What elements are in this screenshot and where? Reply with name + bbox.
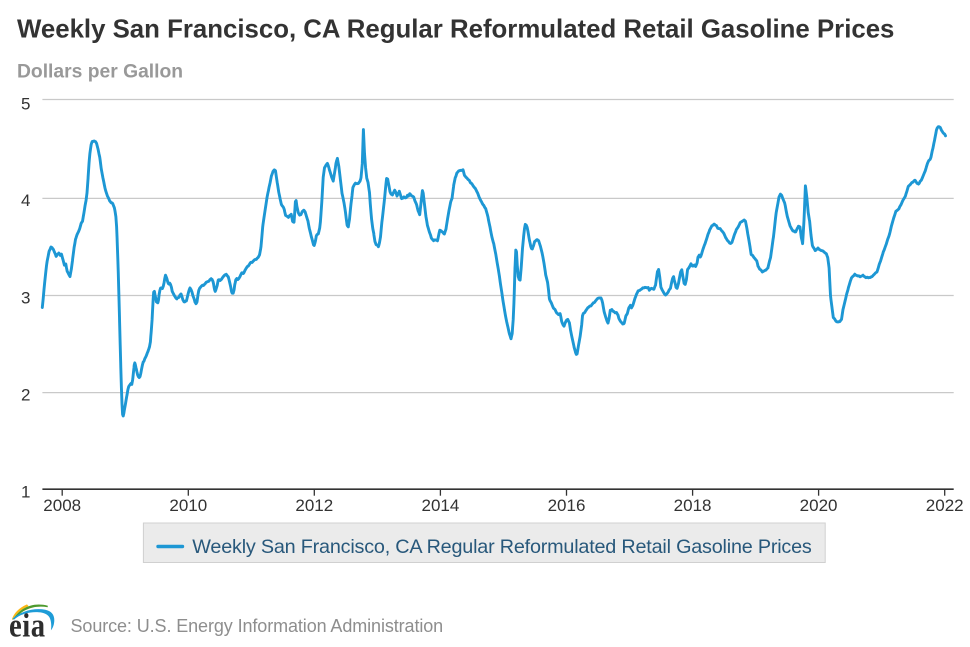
- svg-text:Dollars per Gallon: Dollars per Gallon: [17, 61, 183, 82]
- svg-text:2018: 2018: [674, 496, 712, 515]
- svg-text:2: 2: [21, 385, 30, 404]
- svg-text:2008: 2008: [43, 496, 81, 515]
- svg-text:2020: 2020: [800, 496, 838, 515]
- svg-text:Weekly San Francisco, CA Regul: Weekly San Francisco, CA Regular Reformu…: [192, 536, 812, 558]
- svg-text:Weekly San Francisco, CA Regul: Weekly San Francisco, CA Regular Reformu…: [17, 16, 894, 44]
- svg-text:3: 3: [21, 288, 30, 307]
- svg-text:1: 1: [21, 483, 30, 502]
- svg-text:2014: 2014: [421, 496, 459, 515]
- svg-text:4: 4: [21, 191, 30, 210]
- svg-text:2016: 2016: [548, 496, 586, 515]
- svg-text:Source: U.S. Energy Informatio: Source: U.S. Energy Information Administ…: [71, 616, 444, 636]
- svg-text:2022: 2022: [926, 496, 964, 515]
- svg-text:2010: 2010: [169, 496, 207, 515]
- svg-text:5: 5: [21, 94, 30, 113]
- svg-text:2012: 2012: [295, 496, 333, 515]
